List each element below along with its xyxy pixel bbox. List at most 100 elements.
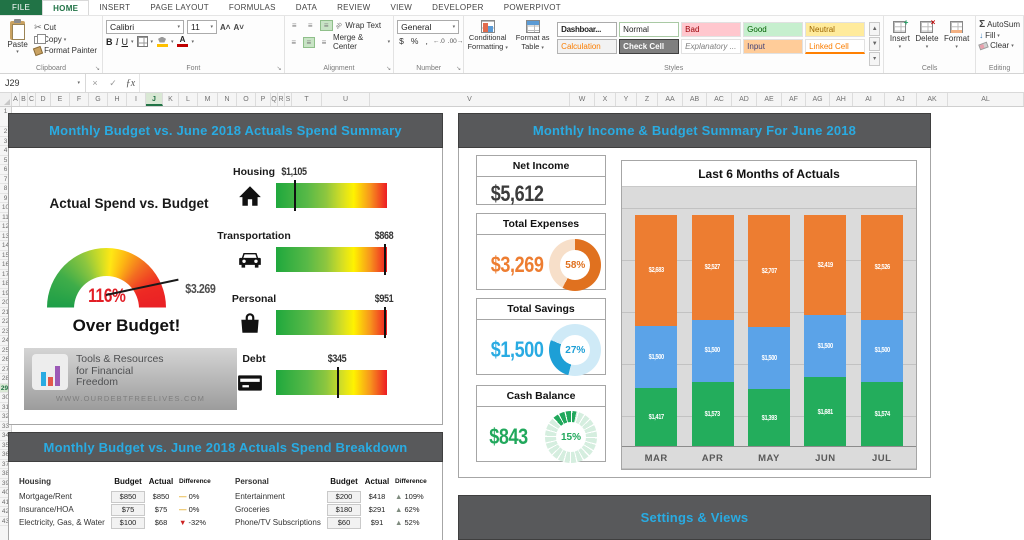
column-header-al[interactable]: AL	[948, 93, 1024, 106]
row-header-18[interactable]: 18	[0, 280, 11, 289]
row-header-43[interactable]: 43	[0, 517, 11, 526]
row-header-19[interactable]: 19	[0, 289, 11, 298]
column-header-v[interactable]: V	[370, 93, 570, 106]
format-painter-button[interactable]: Format Painter	[32, 45, 99, 56]
merge-center-button[interactable]: Merge & Center	[332, 33, 364, 51]
cell-style-check-cell[interactable]: Check Cell	[619, 39, 680, 54]
budget-value[interactable]: $180	[327, 503, 361, 516]
column-header-q[interactable]: Q	[271, 93, 278, 106]
middle-align-button[interactable]: ≡	[307, 21, 313, 30]
column-header-m[interactable]: M	[198, 93, 218, 106]
conditional-formatting-button[interactable]: Conditional Formatting ▾	[467, 18, 508, 60]
row-header-40[interactable]: 40	[0, 489, 11, 498]
insert-function-button[interactable]: ƒx	[122, 74, 140, 92]
clear-button[interactable]: Clear ▾	[978, 41, 1020, 50]
row-header-5[interactable]: 5	[0, 156, 11, 165]
cell-style-neutral[interactable]: Neutral	[805, 22, 866, 37]
decrease-font-button[interactable]: A˅	[233, 22, 244, 32]
row-header-22[interactable]: 22	[0, 318, 11, 327]
confirm-entry-button[interactable]: ✓	[109, 77, 117, 88]
italic-button[interactable]: I	[115, 36, 119, 47]
column-header-o[interactable]: O	[237, 93, 256, 106]
row-header-9[interactable]: 9	[0, 194, 11, 203]
select-all-corner[interactable]	[0, 93, 12, 106]
formula-input[interactable]	[140, 74, 1024, 92]
row-header-20[interactable]: 20	[0, 299, 11, 308]
column-header-w[interactable]: W	[570, 93, 595, 106]
column-header-l[interactable]: L	[179, 93, 198, 106]
paste-button[interactable]: Paste ▾	[3, 18, 32, 60]
ribbon-tab-developer[interactable]: DEVELOPER	[432, 3, 484, 12]
column-header-aj[interactable]: AJ	[885, 93, 917, 106]
orientation-button[interactable]: ab	[334, 21, 344, 30]
column-header-ah[interactable]: AH	[830, 93, 853, 106]
budget-value[interactable]: $60	[327, 516, 361, 529]
row-header-39[interactable]: 39	[0, 479, 11, 488]
row-header-34[interactable]: 34	[0, 432, 11, 441]
styles-scroll-down-button[interactable]: ▼	[869, 37, 881, 51]
worksheet-grid[interactable]: 1 2 3 4 5 6 7 8 9 10 11 12 13 14 15 16 17 18 19 20 21 22 23 24 2…	[0, 107, 1024, 540]
column-header-f[interactable]: F	[70, 93, 89, 106]
font-name-select[interactable]: Calibri ▾	[106, 20, 184, 34]
column-header-aa[interactable]: AA	[658, 93, 683, 106]
row-header-23[interactable]: 23	[0, 327, 11, 336]
row-header-31[interactable]: 31	[0, 403, 11, 412]
bottom-align-button[interactable]: ≡	[319, 20, 333, 31]
column-header-e[interactable]: E	[51, 93, 70, 106]
cancel-entry-button[interactable]: ×	[92, 78, 98, 88]
insert-cells-button[interactable]: + Insert ▾	[889, 18, 910, 50]
column-header-g[interactable]: G	[89, 93, 108, 106]
fill-color-button[interactable]	[156, 36, 168, 47]
number-format-select[interactable]: General ▾	[397, 20, 460, 34]
row-header-10[interactable]: 10	[0, 204, 11, 213]
ribbon-tab-file[interactable]: FILE	[0, 0, 43, 15]
wrap-text-button[interactable]: Wrap Text	[345, 21, 382, 30]
cell-style-bad[interactable]: Bad	[681, 22, 742, 37]
row-header-2[interactable]: 2	[0, 127, 11, 137]
column-header-ad[interactable]: AD	[732, 93, 757, 106]
decrease-decimal-button[interactable]: .00→	[447, 37, 464, 45]
column-header-h[interactable]: H	[108, 93, 127, 106]
column-header-b[interactable]: B	[20, 93, 28, 106]
column-header-ac[interactable]: AC	[707, 93, 732, 106]
bold-button[interactable]: B	[106, 36, 113, 47]
column-header-c[interactable]: C	[28, 93, 36, 106]
ribbon-tab-formulas[interactable]: FORMULAS	[228, 3, 276, 12]
row-header-8[interactable]: 8	[0, 184, 11, 194]
row-header-24[interactable]: 24	[0, 337, 11, 346]
row-header-36[interactable]: 36	[0, 451, 11, 460]
row-header-11[interactable]: 11	[0, 213, 11, 222]
font-dialog-launcher[interactable]: ↘	[276, 66, 282, 72]
column-header-i[interactable]: I	[127, 93, 146, 106]
cell-style-calculation[interactable]: Calculation	[557, 39, 618, 54]
align-right-button[interactable]: ≡	[321, 37, 327, 47]
row-header-16[interactable]: 16	[0, 261, 11, 270]
row-header-28[interactable]: 28	[0, 375, 11, 384]
budget-value[interactable]: $75	[111, 503, 145, 516]
increase-decimal-button[interactable]: ←.0	[432, 37, 445, 45]
ribbon-tab-insert[interactable]: INSERT	[99, 3, 131, 12]
column-header-n[interactable]: N	[218, 93, 237, 106]
row-header-38[interactable]: 38	[0, 470, 11, 479]
underline-button[interactable]: U	[121, 36, 129, 47]
row-header-26[interactable]: 26	[0, 356, 11, 365]
column-header-af[interactable]: AF	[782, 93, 806, 106]
align-left-button[interactable]: ≡	[291, 37, 297, 47]
row-header-32[interactable]: 32	[0, 413, 11, 422]
column-header-z[interactable]: Z	[637, 93, 658, 106]
cell-style-explanatory-[interactable]: Explanatory ...	[681, 39, 742, 54]
cut-button[interactable]: ✂ Cut	[34, 22, 57, 32]
column-header-ae[interactable]: AE	[757, 93, 782, 106]
column-header-ag[interactable]: AG	[806, 93, 830, 106]
row-header-4[interactable]: 4	[0, 146, 11, 156]
row-header-7[interactable]: 7	[0, 175, 11, 184]
row-header-21[interactable]: 21	[0, 308, 11, 317]
column-header-ai[interactable]: AI	[853, 93, 885, 106]
percent-format-button[interactable]: %	[410, 36, 419, 46]
ribbon-tab-review[interactable]: REVIEW	[337, 3, 371, 12]
row-header-13[interactable]: 13	[0, 232, 11, 241]
ribbon-tab-data[interactable]: DATA	[295, 3, 318, 12]
column-header-p[interactable]: P	[256, 93, 271, 106]
row-header-42[interactable]: 42	[0, 508, 11, 517]
column-header-ab[interactable]: AB	[683, 93, 707, 106]
